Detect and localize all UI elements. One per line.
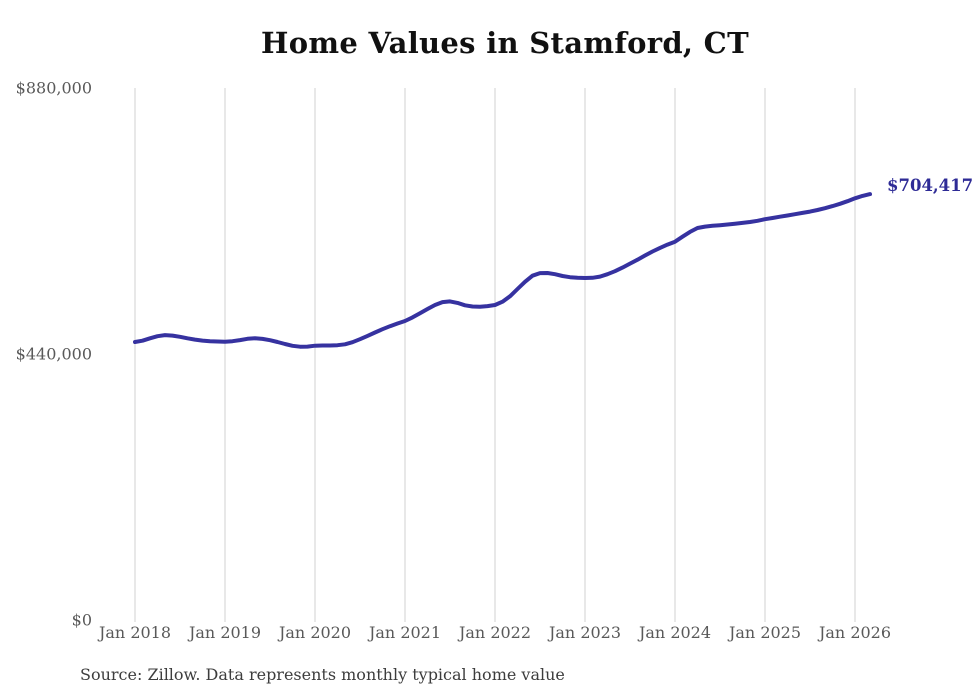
source-note: Source: Zillow. Data represents monthly … [80, 665, 565, 684]
y-tick-label: $440,000 [15, 344, 92, 364]
x-tick-label: Jan 2022 [458, 623, 532, 642]
x-tick-label: Jan 2025 [728, 623, 802, 642]
x-tick-label: Jan 2019 [188, 623, 262, 642]
y-tick-label: $880,000 [15, 78, 92, 98]
home-value-line [133, 192, 872, 349]
x-tick-label: Jan 2026 [818, 623, 892, 642]
x-tick-label: Jan 2024 [638, 623, 712, 642]
x-tick-label: Jan 2021 [368, 623, 442, 642]
chart-title: Home Values in Stamford, CT [261, 26, 749, 60]
x-tick-label: Jan 2023 [548, 623, 622, 642]
x-tick-label: Jan 2018 [98, 623, 172, 642]
x-tick-label: Jan 2020 [278, 623, 352, 642]
current-value-label: $704,417 [887, 176, 974, 196]
y-tick-label: $0 [71, 610, 92, 630]
